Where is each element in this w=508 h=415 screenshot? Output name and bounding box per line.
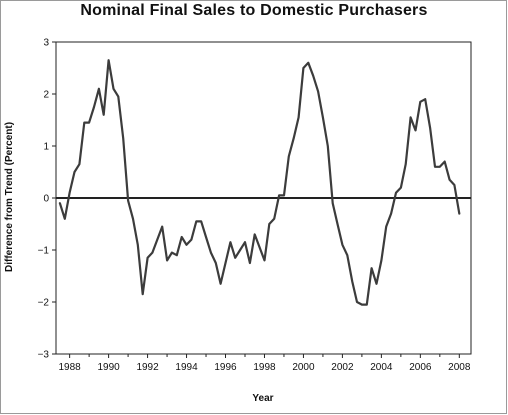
x-tick-label: 2002	[331, 362, 354, 373]
x-tick-label: 2000	[292, 362, 315, 373]
y-tick-label: 1	[43, 142, 49, 153]
y-tick-label: −3	[38, 350, 50, 361]
y-tick-label: −2	[38, 298, 50, 309]
x-tick-label: 2006	[409, 362, 432, 373]
y-axis-ticks: −3 −2 −1 0 1 2 3	[38, 38, 56, 361]
chart-title: Nominal Final Sales to Domestic Purchase…	[80, 2, 428, 19]
y-tick-label: 2	[43, 90, 49, 101]
x-tick-label: 1988	[59, 362, 82, 373]
x-tick-label: 1994	[175, 362, 198, 373]
x-tick-label: 1992	[136, 362, 159, 373]
x-tick-label: 1990	[97, 362, 120, 373]
series-line	[58, 59, 461, 306]
y-axis-title: Difference from Trend (Percent)	[4, 122, 15, 272]
x-tick-label: 1998	[253, 362, 276, 373]
x-tick-label: 2008	[448, 362, 471, 373]
x-axis-ticks: 1988 1990 1992 1994 1996 1998 2000 2002 2004 2006…	[59, 354, 471, 373]
y-tick-label: −1	[38, 246, 50, 257]
y-tick-label: 3	[43, 38, 49, 49]
x-tick-label: 1996	[214, 362, 237, 373]
x-tick-label: 2004	[370, 362, 393, 373]
series-group	[58, 59, 461, 306]
y-tick-label: 0	[43, 194, 49, 205]
x-axis-title: Year	[252, 393, 273, 404]
